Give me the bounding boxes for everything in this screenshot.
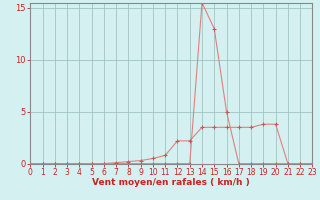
X-axis label: Vent moyen/en rafales ( km/h ): Vent moyen/en rafales ( km/h ) xyxy=(92,178,250,187)
